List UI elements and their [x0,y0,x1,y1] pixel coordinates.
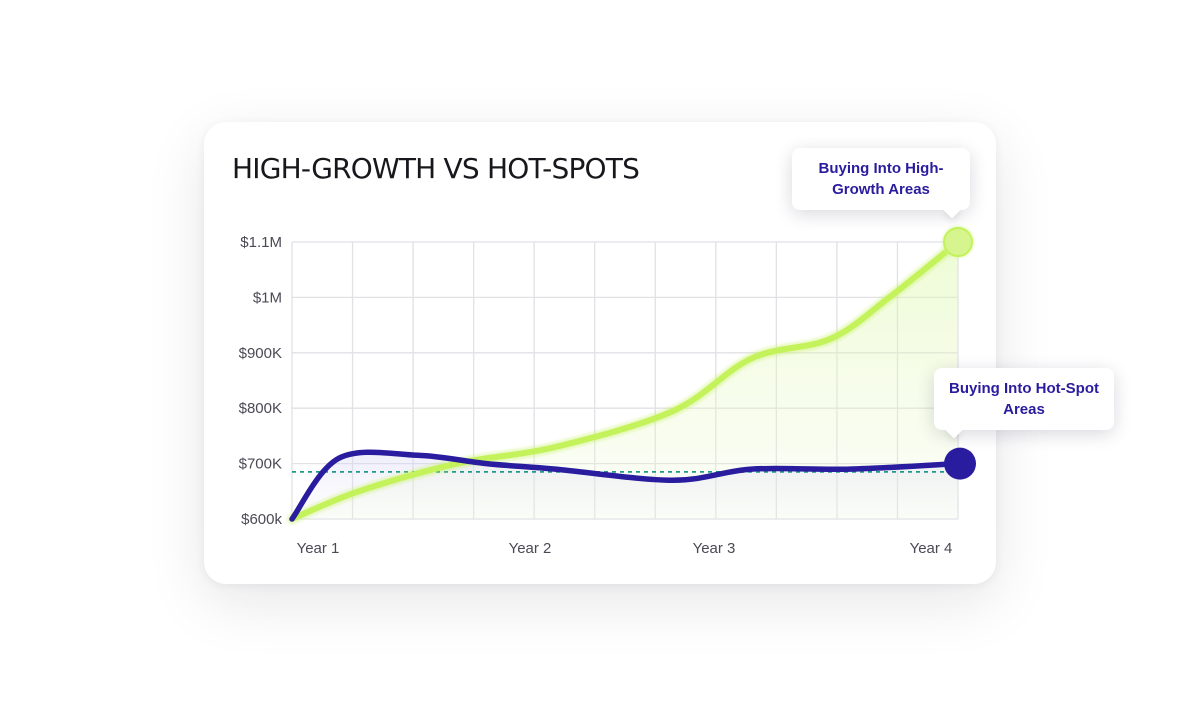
x-tick-label: Year 1 [297,540,340,557]
y-tick-label: $800K [239,400,282,417]
y-tick-label: $900K [239,345,282,362]
y-tick-label: $1M [253,289,282,306]
series-line [289,449,961,522]
series-line [289,239,961,522]
chart-title: HIGH-GROWTH VS HOT-SPOTS [232,152,640,185]
series-endpoints [942,226,976,480]
series-endpoint [944,447,976,480]
high-growth-callout: Buying Into High-Growth Areas [792,148,970,210]
x-tick-label: Year 3 [693,540,736,557]
y-tick-label: $1.1M [240,234,282,251]
series-endpoint [943,227,973,257]
y-tick-label: $700K [239,456,282,473]
x-axis-ticks: Year 1 Year 2 Year 3 Year 4 [297,540,953,557]
series-area [292,242,958,519]
x-tick-label: Year 4 [910,540,953,557]
hot-spot-callout: Buying Into Hot-Spot Areas [934,368,1114,430]
series-lines [286,236,964,525]
x-tick-label: Year 2 [509,540,552,557]
y-axis-ticks: $600k $700K $800K $900K $1M $1.1M [239,234,283,528]
y-tick-label: $600k [241,511,282,528]
